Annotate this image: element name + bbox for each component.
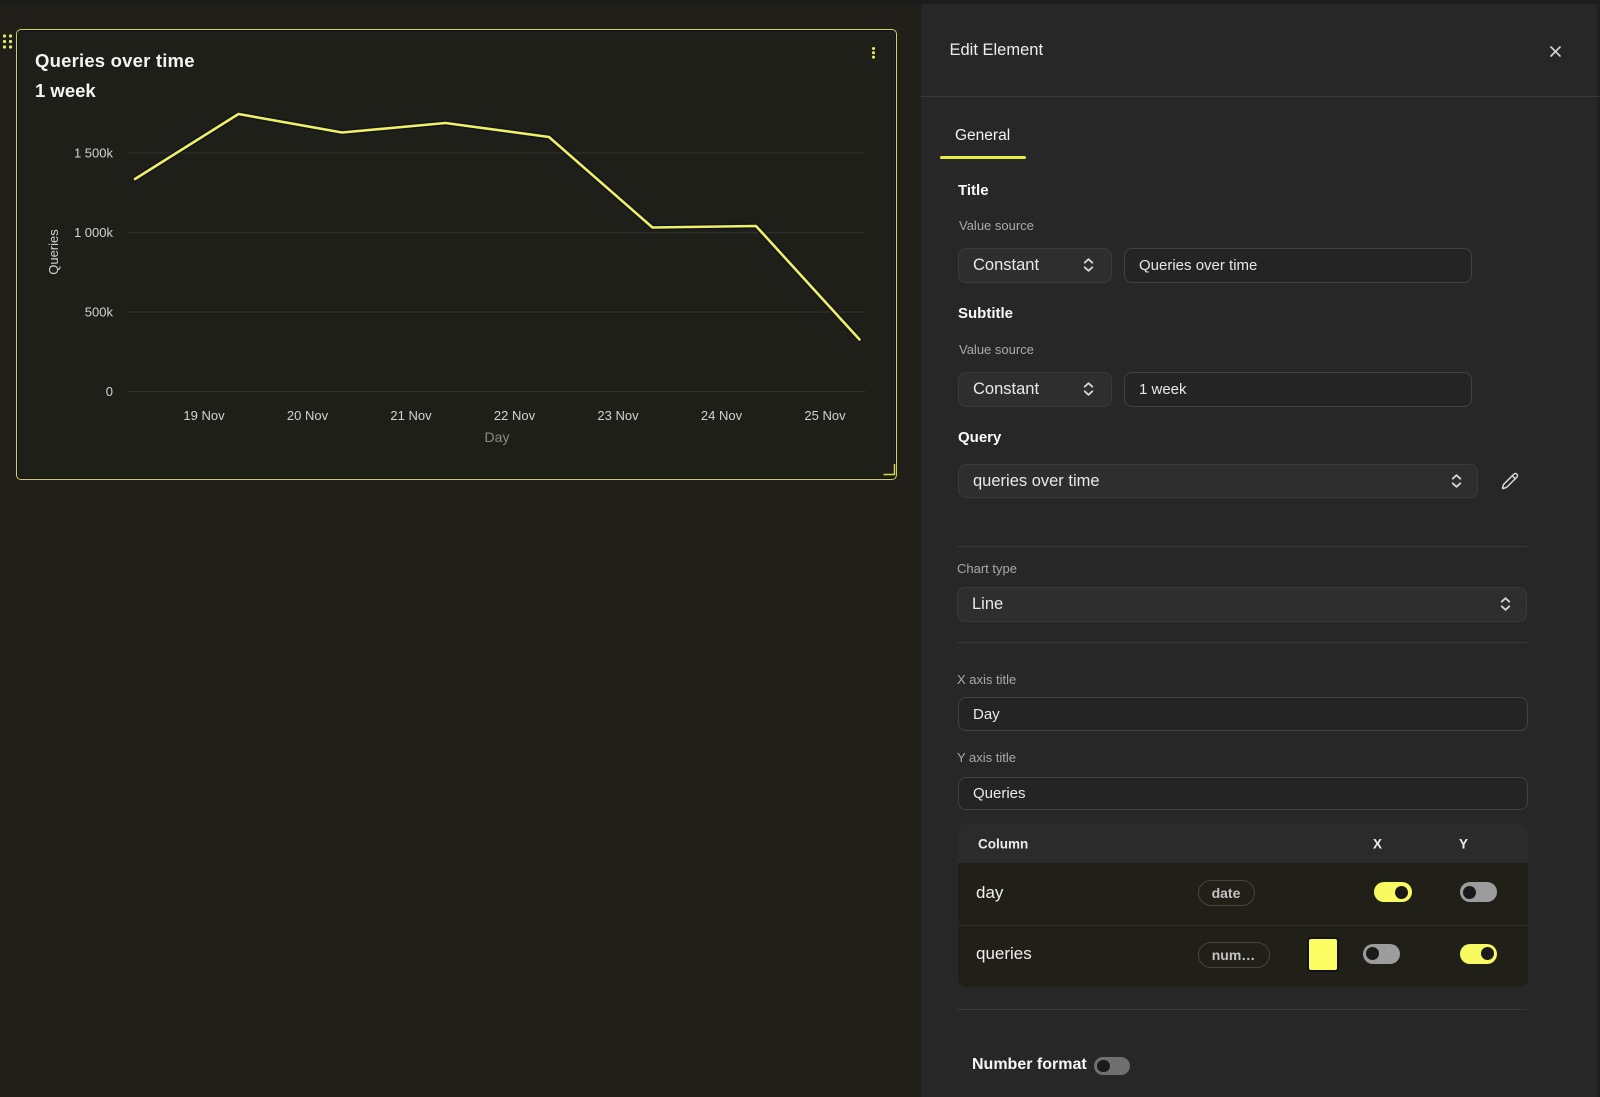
svg-text:21 Nov: 21 Nov (390, 408, 432, 423)
svg-text:1 500k: 1 500k (74, 146, 114, 161)
svg-text:24 Nov: 24 Nov (701, 408, 743, 423)
svg-text:0: 0 (106, 384, 113, 399)
svg-text:500k: 500k (85, 305, 114, 320)
svg-text:19 Nov: 19 Nov (183, 408, 225, 423)
svg-text:20 Nov: 20 Nov (287, 408, 329, 423)
svg-text:1 000k: 1 000k (74, 225, 114, 240)
svg-text:Queries: Queries (46, 229, 61, 275)
svg-text:22 Nov: 22 Nov (494, 408, 536, 423)
svg-text:Day: Day (485, 429, 510, 445)
svg-text:25 Nov: 25 Nov (804, 408, 846, 423)
svg-text:23 Nov: 23 Nov (597, 408, 639, 423)
